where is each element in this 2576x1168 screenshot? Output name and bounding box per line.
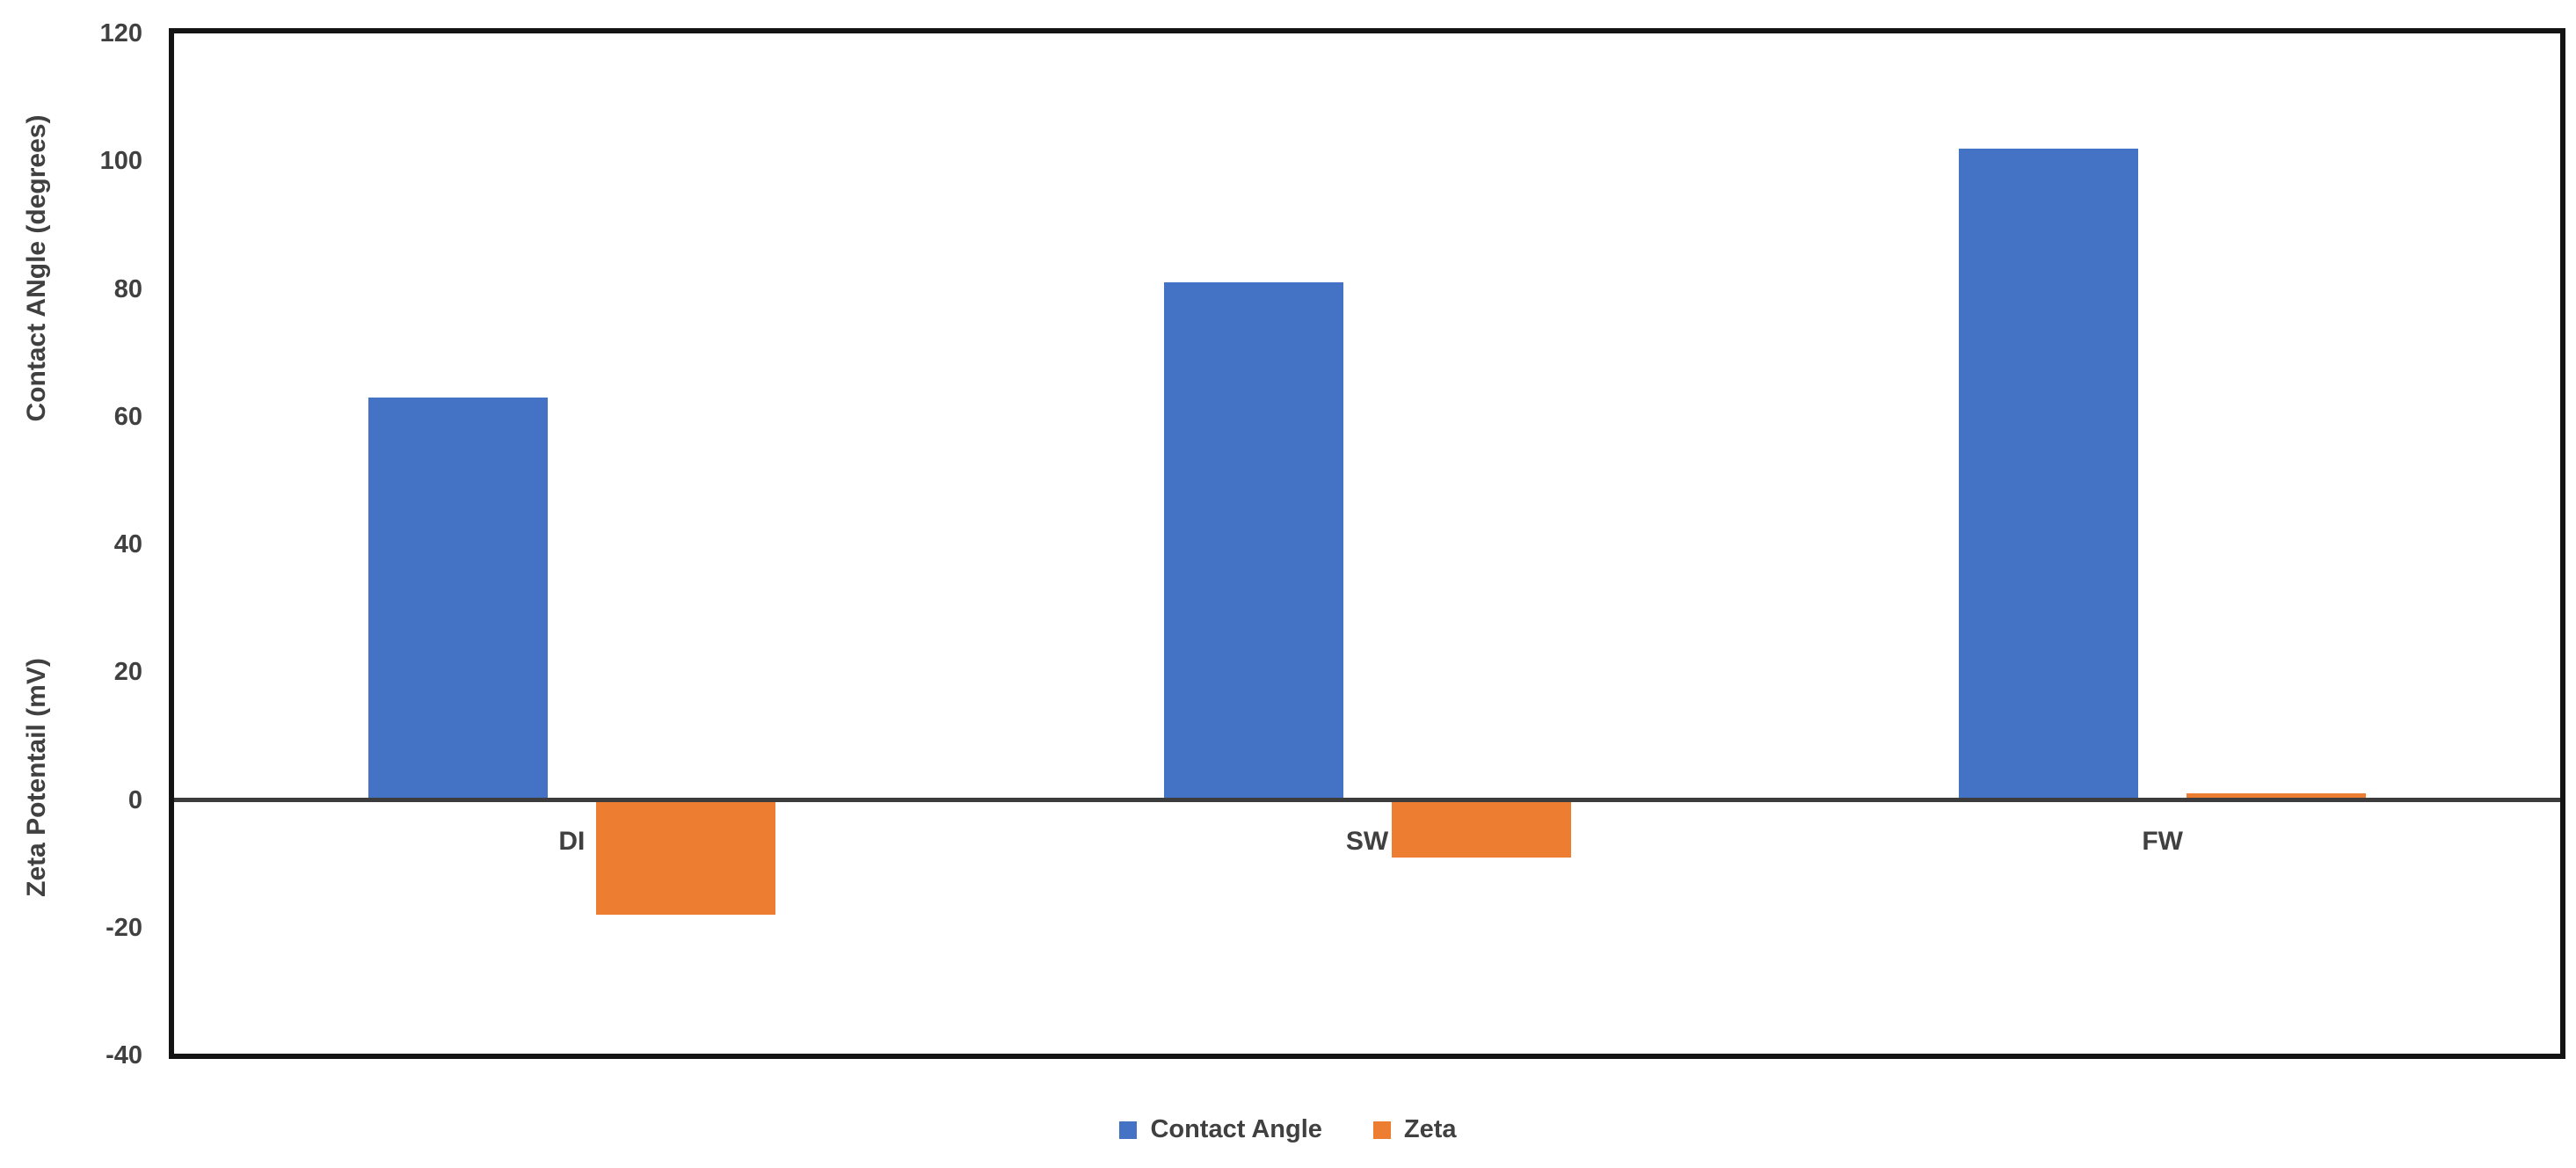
y-tick-label-80: 80 bbox=[113, 274, 142, 303]
bar-contact-angle-FW bbox=[1959, 148, 2139, 800]
y-tick-label-20: 20 bbox=[113, 658, 142, 687]
legend-swatch-icon bbox=[1119, 1121, 1138, 1139]
x-axis-zero-line bbox=[174, 798, 2560, 802]
legend-swatch-icon bbox=[1372, 1121, 1391, 1139]
legend-label: Zeta bbox=[1403, 1115, 1457, 1143]
bar-zeta-DI bbox=[595, 799, 775, 916]
y-tick-label-60: 60 bbox=[113, 402, 142, 431]
legend-item-zeta: Zeta bbox=[1372, 1115, 1457, 1144]
y-tick-label-120: 120 bbox=[99, 19, 142, 47]
category-label-DI: DI bbox=[558, 827, 586, 856]
bar-zeta-SW bbox=[1391, 799, 1571, 858]
legend-item-contact-angle: Contact Angle bbox=[1119, 1115, 1322, 1144]
y-axis-title-zeta-potential: Zeta Potentail (mV) bbox=[22, 658, 51, 897]
bar-contact-angle-DI bbox=[367, 397, 548, 800]
y-tick-label-100: 100 bbox=[99, 147, 142, 176]
category-label-FW: FW bbox=[2142, 827, 2183, 856]
bar-contact-angle-SW bbox=[1163, 282, 1343, 800]
y-tick-label--20: -20 bbox=[106, 913, 142, 942]
y-tick-label--40: -40 bbox=[106, 1041, 142, 1069]
y-tick-label-40: 40 bbox=[113, 530, 142, 558]
legend-label: Contact Angle bbox=[1150, 1115, 1322, 1143]
category-label-SW: SW bbox=[1345, 827, 1389, 856]
legend: Contact Angle Zeta bbox=[0, 1115, 2576, 1144]
plot-area-frame bbox=[169, 28, 2565, 1059]
y-tick-label-0: 0 bbox=[127, 785, 142, 814]
bar-zeta-FW bbox=[2187, 793, 2367, 800]
